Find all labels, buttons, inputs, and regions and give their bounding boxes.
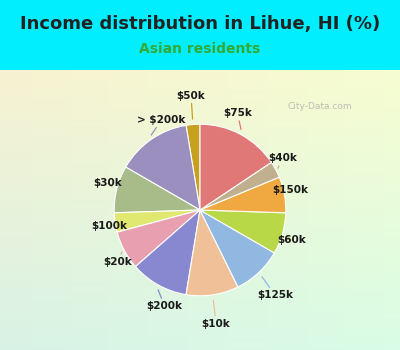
Text: City-Data.com: City-Data.com bbox=[288, 102, 352, 111]
Text: $150k: $150k bbox=[272, 186, 308, 195]
Wedge shape bbox=[200, 162, 279, 210]
Wedge shape bbox=[200, 210, 286, 253]
Wedge shape bbox=[186, 210, 238, 296]
Text: Income distribution in Lihue, HI (%): Income distribution in Lihue, HI (%) bbox=[20, 15, 380, 34]
Text: $125k: $125k bbox=[257, 277, 293, 300]
Wedge shape bbox=[136, 210, 200, 295]
Text: Asian residents: Asian residents bbox=[139, 42, 261, 56]
Text: $30k: $30k bbox=[94, 178, 122, 188]
Wedge shape bbox=[200, 210, 274, 287]
Text: > $200k: > $200k bbox=[138, 115, 186, 135]
Wedge shape bbox=[200, 177, 286, 213]
Text: $100k: $100k bbox=[91, 221, 127, 231]
Wedge shape bbox=[126, 125, 200, 210]
Text: $75k: $75k bbox=[223, 108, 252, 130]
Text: $50k: $50k bbox=[177, 91, 205, 119]
Text: $20k: $20k bbox=[103, 252, 132, 267]
Wedge shape bbox=[117, 210, 200, 267]
Text: $60k: $60k bbox=[277, 235, 306, 245]
Wedge shape bbox=[114, 210, 200, 232]
Wedge shape bbox=[186, 124, 200, 210]
Wedge shape bbox=[200, 124, 271, 210]
Text: $200k: $200k bbox=[147, 290, 183, 311]
Text: $40k: $40k bbox=[268, 153, 297, 168]
Wedge shape bbox=[114, 167, 200, 213]
Text: $10k: $10k bbox=[202, 300, 230, 329]
